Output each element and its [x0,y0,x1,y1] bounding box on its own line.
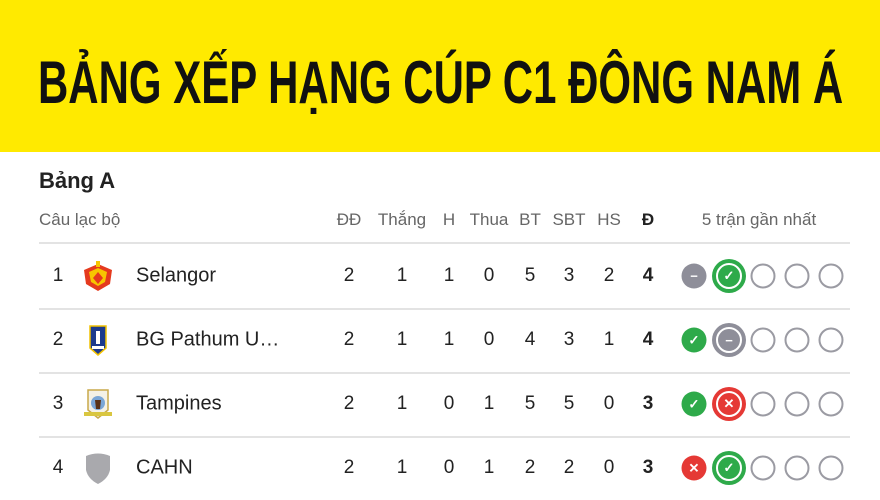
club-logo-icon [80,322,116,358]
stat-gf: 2 [524,457,536,478]
form-empty-icon [750,327,776,353]
header-ga: SBT [552,210,586,229]
form-loss-icon: ✕ [712,387,746,421]
stat-lost: 1 [483,457,495,478]
form-empty-icon [750,455,776,481]
stat-drawn: 0 [443,457,455,478]
rank: 2 [52,329,64,350]
stat-played: 2 [343,265,355,286]
stat-ga: 3 [563,329,575,350]
rank: 3 [52,393,64,414]
table-row[interactable]: 3 Tampines 2 1 0 1 5 5 0 3 ✓ ✕ [0,372,880,436]
stat-won: 1 [396,265,408,286]
club-logo-icon [80,450,116,486]
stat-pts: 3 [642,457,654,478]
group-title: Bảng A [39,168,116,193]
form-empty-icon [784,391,810,417]
stat-drawn: 1 [443,329,455,350]
header-club: Câu lạc bộ [39,210,121,229]
stat-drawn: 0 [443,393,455,414]
stat-lost: 1 [483,393,495,414]
header-pts: Đ [641,210,655,229]
stat-lost: 0 [483,329,495,350]
form-draw-icon: − [712,323,746,357]
form-empty-icon [784,263,810,289]
form-empty-icon [818,263,844,289]
form-empty-icon [750,391,776,417]
form-empty-icon [784,455,810,481]
stat-drawn: 1 [443,265,455,286]
stat-won: 1 [396,393,408,414]
stat-gd: 0 [603,393,615,414]
form-empty-icon [818,391,844,417]
stat-lost: 0 [483,265,495,286]
header-played: ĐĐ [336,210,362,229]
stat-ga: 3 [563,265,575,286]
divider [39,436,850,438]
club-name[interactable]: Tampines [136,392,222,415]
form-empty-icon [818,327,844,353]
stat-ga: 2 [563,457,575,478]
form-win-icon: ✓ [712,259,746,293]
club-logo-icon [80,258,116,294]
club-name[interactable]: Selangor [136,264,217,287]
stat-gf: 5 [524,265,536,286]
header-drawn: H [442,210,456,229]
header-won: Thắng [377,210,427,229]
club-name[interactable]: BG Pathum U… [136,328,280,351]
header-form: 5 trận gần nhất [701,210,817,229]
form-draw-icon: − [681,263,707,289]
rank: 1 [52,265,64,286]
form-win-icon: ✓ [712,451,746,485]
table-row[interactable]: 1 Selangor 2 1 1 0 5 3 2 4 − ✓ [0,244,880,308]
stat-won: 1 [396,329,408,350]
stat-gf: 4 [524,329,536,350]
form-win-icon: ✓ [681,327,707,353]
club-logo-icon [80,386,116,422]
stat-gf: 5 [524,393,536,414]
stat-gd: 0 [603,457,615,478]
divider [39,242,850,244]
club-name[interactable]: CAHN [136,456,193,479]
stat-pts: 4 [642,265,654,286]
header-gf: BT [519,210,541,229]
rank: 4 [52,457,64,478]
stat-won: 1 [396,457,408,478]
header-lost: Thua [469,210,509,229]
title-banner: BẢNG XẾP HẠNG CÚP C1 ĐÔNG NAM Á [0,0,880,152]
stat-gd: 1 [603,329,615,350]
header-gd: HS [597,210,621,229]
table-row[interactable]: 4 CAHN 2 1 0 1 2 2 0 3 ✕ ✓ [0,436,880,500]
stat-played: 2 [343,393,355,414]
stat-ga: 5 [563,393,575,414]
stat-pts: 4 [642,329,654,350]
table-row[interactable]: 2 BG Pathum U… 2 1 1 0 4 3 1 4 ✓ − [0,308,880,372]
stat-pts: 3 [642,393,654,414]
divider [39,372,850,374]
form-empty-icon [818,455,844,481]
form-empty-icon [750,263,776,289]
stat-played: 2 [343,457,355,478]
form-empty-icon [784,327,810,353]
divider [39,308,850,310]
stat-gd: 2 [603,265,615,286]
form-loss-icon: ✕ [681,455,707,481]
form-win-icon: ✓ [681,391,707,417]
page-title: BẢNG XẾP HẠNG CÚP C1 ĐÔNG NAM Á [38,49,844,116]
stat-played: 2 [343,329,355,350]
